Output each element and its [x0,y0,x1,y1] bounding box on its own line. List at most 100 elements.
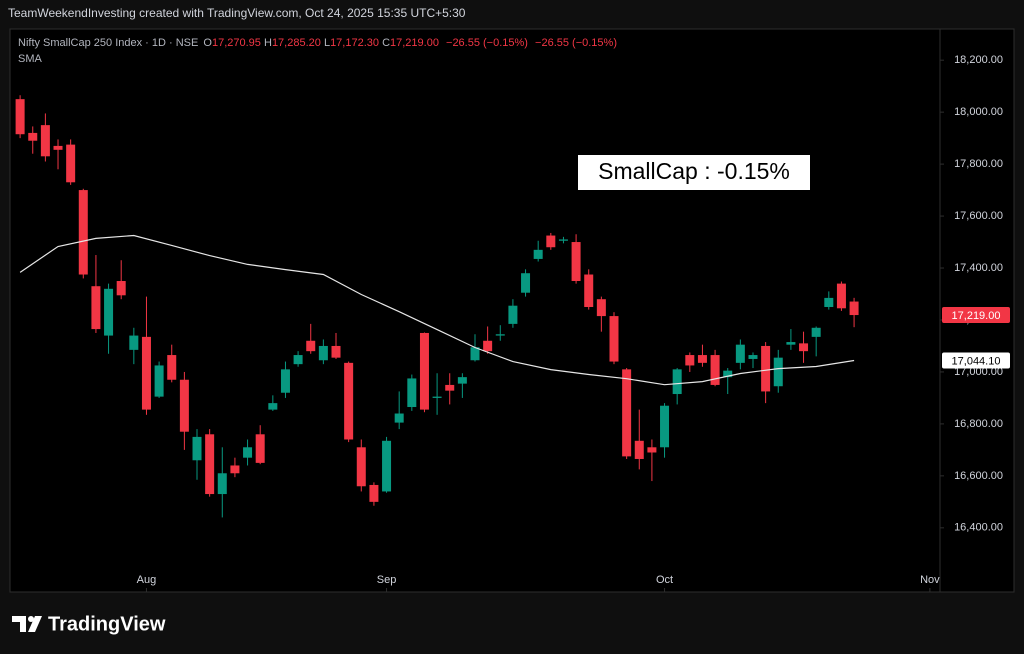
y-tick-label: 16,600.00 [954,470,1003,482]
candle-body [369,484,379,502]
symbol-title: Nifty SmallCap 250 Index · 1D · NSE [18,37,198,49]
candle-body [445,384,455,391]
ohlc-prefix: C [382,37,390,49]
candle-body [609,316,619,362]
candle-body [634,440,644,459]
candle-body [660,405,670,448]
candle-body [141,336,151,410]
candle-body [91,286,101,330]
x-tick-label: Aug [137,574,157,586]
candle-body [432,396,442,398]
y-tick-label: 17,600.00 [954,210,1003,222]
y-tick-label: 16,400.00 [954,522,1003,534]
candle-body [748,355,758,359]
ohlc-value: 17,172.30 [330,37,379,49]
x-tick-label: Nov [920,574,940,586]
candle-body [824,297,834,307]
price-badge-label: 17,219.00 [952,310,1001,322]
candle-body [558,239,568,241]
candle-body [255,434,265,463]
candle-body [217,473,227,495]
candle-body [167,355,177,380]
candle-body [407,378,417,408]
ohlc-prefix: H [264,37,272,49]
price-badge [942,307,1010,324]
annotation-box [578,155,810,190]
candle-body [761,345,771,392]
candle-body [53,145,63,150]
candle-body [40,125,50,157]
change: −26.55 (−0.15%) [535,37,617,49]
candle-body [596,299,606,317]
candle-body [15,99,25,135]
candle-body [104,288,114,336]
candle-body [306,340,316,352]
candle-body [230,465,240,474]
ohlc-value: 17,270.95 [212,37,261,49]
ohlc-prefix: O [203,37,212,49]
candle-body [697,355,707,363]
candle-body [571,242,581,282]
candle-body [508,305,518,324]
candle-body [268,403,278,410]
candle-body [672,369,682,395]
y-tick-label: 18,200.00 [954,54,1003,66]
candle-body [836,283,846,309]
candle-body [470,347,480,361]
candle-body [849,301,859,316]
candle-body [584,274,594,307]
candle-body [318,345,328,361]
header: TeamWeekendInvesting created with Tradin… [8,6,466,20]
candle-body [773,357,783,387]
annotation: SmallCap : -0.15% [598,158,790,184]
candle-body [205,434,215,495]
ohlc-value: 17,285.20 [272,37,321,49]
ohlc-value: 17,219.00 [390,37,439,49]
candle-body [495,334,505,336]
candle-body [293,355,303,365]
candle-body [78,190,88,275]
candle-body [179,379,189,432]
sma-badge [942,352,1010,369]
candle-body [811,327,821,337]
y-tick-label: 17,000.00 [954,366,1003,378]
candle-body [799,343,809,352]
candle-body [344,362,354,440]
candle-body [647,447,657,453]
y-tick-label: 17,400.00 [954,262,1003,274]
candle-body [419,332,429,410]
candle-body [382,440,392,492]
brand-logo [12,616,42,632]
y-tick-label: 17,800.00 [954,158,1003,170]
candle-body [192,436,202,461]
change: −26.55 (−0.15%) [446,37,528,49]
sma-line [19,234,855,386]
y-tick-label: 16,800.00 [954,418,1003,430]
x-tick-label: Oct [656,574,673,586]
x-tick-label: Sep [377,574,397,586]
candle-body [735,344,745,363]
y-tick-label: 18,000.00 [954,106,1003,118]
candle-body [786,342,796,345]
candle-body [546,235,556,248]
ohlc-prefix: L [324,37,330,49]
sma-badge-label: 17,044.10 [952,355,1001,367]
candle-body [723,370,733,378]
legend-line: Nifty SmallCap 250 Index · 1D · NSE O17,… [18,37,617,49]
candle-body [457,377,467,384]
candle-body [483,340,493,352]
candle-body [533,249,543,259]
candle-body [243,447,253,458]
candle-body [521,273,531,293]
candle-body [66,144,76,183]
candle-body [280,369,290,393]
candle-body [154,365,164,397]
candle-body [710,355,720,385]
candle-body [394,413,404,423]
candle-body [685,355,695,366]
candle-body [622,369,632,457]
brand: TradingView [48,613,166,635]
indicator-name: SMA [18,53,43,65]
